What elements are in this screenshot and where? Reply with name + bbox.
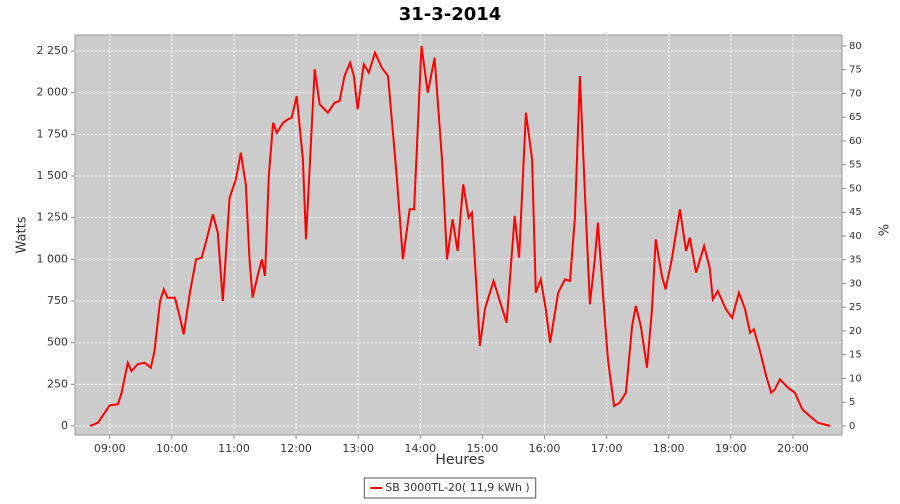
legend-box — [363, 477, 537, 499]
x-tick-label: 19:00 — [715, 442, 747, 455]
x-tick-label: 17:00 — [591, 442, 623, 455]
y2-tick-label: 40 — [849, 231, 862, 242]
y2-tick-label: 45 — [849, 207, 862, 218]
y2-tick-label: 70 — [849, 88, 862, 99]
y-tick-label: 750 — [47, 294, 68, 307]
x-axis-label: Heures — [435, 452, 484, 468]
y2-tick-label: 0 — [849, 421, 855, 432]
y-tick-label: 1 250 — [37, 211, 69, 224]
chart-title: 31-3-2014 — [399, 4, 502, 25]
y-axis-label: Watts — [15, 216, 30, 253]
y-tick-label: 500 — [47, 336, 68, 349]
x-tick-label: 10:00 — [156, 442, 188, 455]
y2-tick-label: 65 — [849, 112, 862, 123]
x-tick-label: 14:00 — [404, 442, 436, 455]
x-tick-label: 09:00 — [94, 442, 126, 455]
x-tick-label: 18:00 — [653, 442, 685, 455]
x-tick-label: 12:00 — [280, 442, 312, 455]
y2-tick-label: 10 — [849, 373, 862, 384]
y2-tick-label: 35 — [849, 255, 862, 266]
y-tick-label: 1 000 — [37, 252, 69, 265]
y-tick-label: 250 — [47, 377, 68, 390]
y2-tick-label: 30 — [849, 278, 862, 289]
y2-tick-label: 50 — [849, 183, 862, 194]
x-tick-label: 13:00 — [342, 442, 374, 455]
y2-tick-label: 80 — [849, 41, 862, 52]
y2-tick-label: 15 — [849, 350, 862, 361]
x-tick-label: 16:00 — [529, 442, 561, 455]
y-tick-label: 2 250 — [37, 44, 69, 57]
y2-tick-label: 60 — [849, 136, 862, 147]
y-tick-label: 0 — [61, 419, 68, 432]
x-tick-label: 11:00 — [218, 442, 250, 455]
legend: SB 3000TL-20( 11,9 kWh ) — [363, 477, 537, 499]
y2-tick-label: 75 — [849, 65, 862, 76]
x-tick-label: 20:00 — [777, 442, 809, 455]
y2-tick-label: 20 — [849, 326, 862, 337]
x-tick-label: 15:00 — [467, 442, 499, 455]
y2-axis-label: % — [875, 224, 890, 236]
legend-label: SB 3000TL-20( 11,9 kWh ) — [385, 481, 529, 494]
y2-tick-label: 25 — [849, 302, 862, 313]
y-tick-label: 1 500 — [37, 169, 69, 182]
y-tick-label: 1 750 — [37, 127, 69, 140]
data-line — [89, 45, 831, 427]
y2-tick-label: 5 — [849, 397, 855, 408]
y-tick-label: 2 000 — [37, 86, 69, 99]
y2-tick-label: 55 — [849, 160, 862, 171]
